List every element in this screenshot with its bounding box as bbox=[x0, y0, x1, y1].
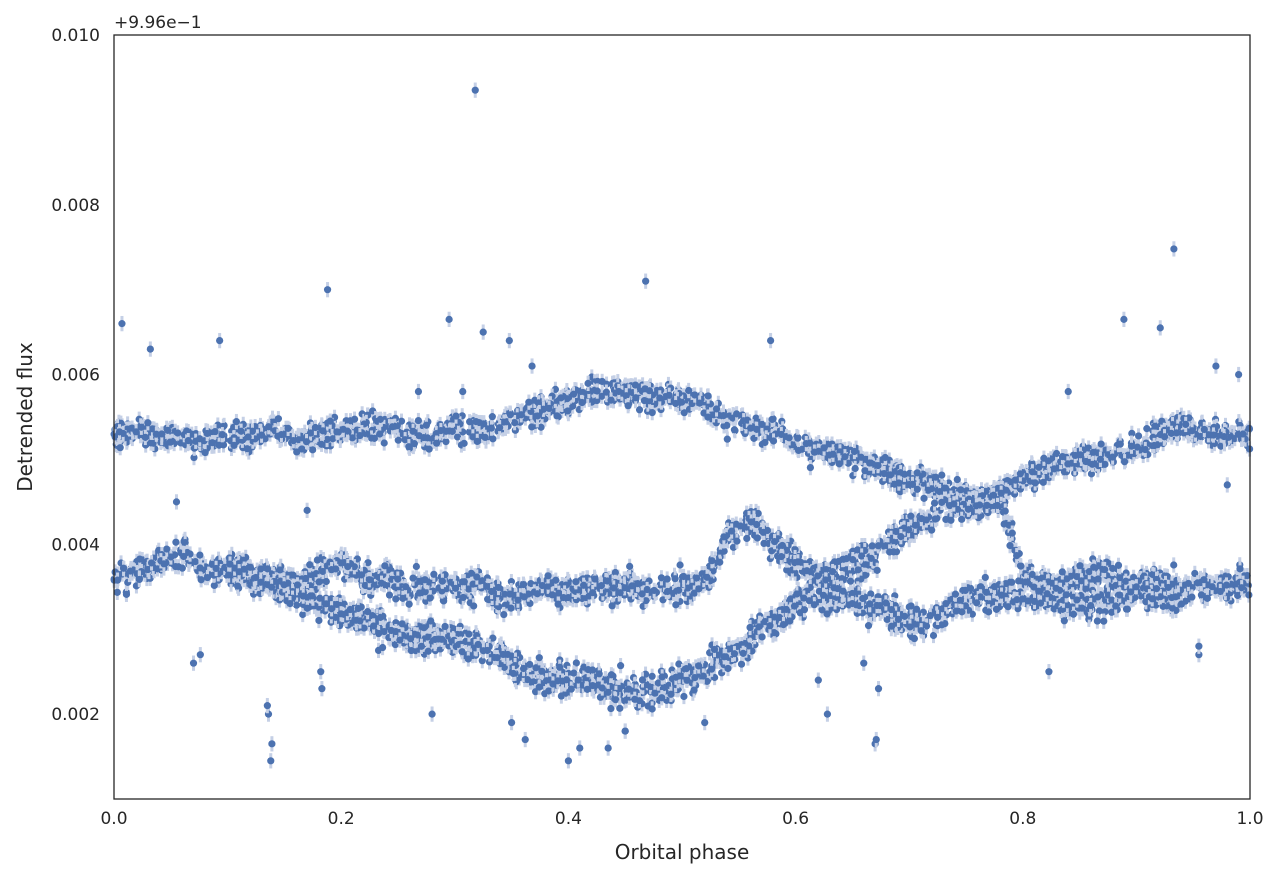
x-tick-label: 0.4 bbox=[555, 809, 582, 829]
data-point bbox=[397, 413, 406, 429]
y-tick-label: 0.006 bbox=[51, 366, 100, 386]
data-point bbox=[723, 431, 731, 447]
y-tick-label: 0.010 bbox=[51, 26, 100, 46]
x-axis-ticks: 0.0 0.2 0.4 0.6 0.8 1.0 bbox=[100, 809, 1263, 829]
data-points bbox=[110, 82, 1254, 769]
x-tick-label: 1.0 bbox=[1236, 809, 1263, 829]
data-point bbox=[551, 381, 560, 398]
data-point bbox=[1143, 420, 1151, 437]
x-tick-label: 0.6 bbox=[782, 809, 809, 829]
x-tick-label: 0.8 bbox=[1009, 809, 1036, 829]
y-offset-label: +9.96e−1 bbox=[114, 13, 202, 33]
y-tick-label: 0.002 bbox=[51, 705, 100, 725]
data-point bbox=[932, 469, 940, 485]
y-axis-ticks: 0.002 0.004 0.006 0.008 0.010 bbox=[51, 26, 100, 725]
x-axis-label: Orbital phase bbox=[615, 840, 750, 864]
y-tick-label: 0.004 bbox=[51, 535, 100, 555]
y-axis-label: Detrended flux bbox=[13, 342, 37, 492]
x-tick-label: 0.2 bbox=[328, 809, 355, 829]
y-tick-label: 0.008 bbox=[51, 196, 100, 216]
x-tick-label: 0.0 bbox=[100, 809, 127, 829]
